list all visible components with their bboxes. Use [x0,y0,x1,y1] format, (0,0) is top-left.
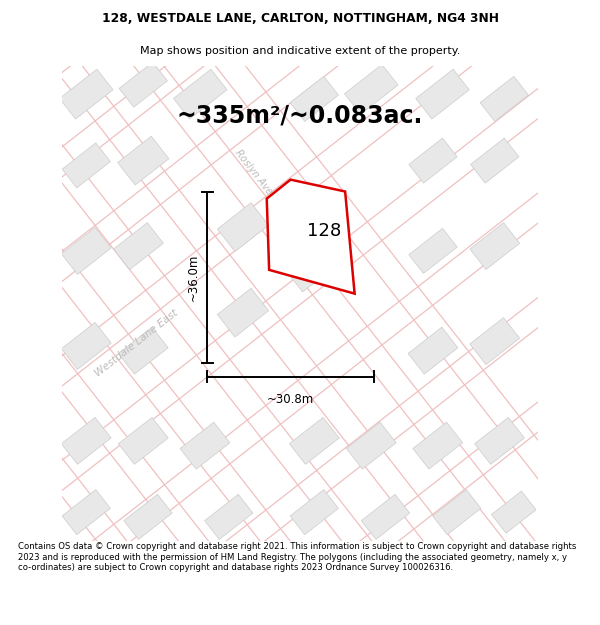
Polygon shape [413,422,463,469]
Polygon shape [118,327,168,374]
Text: ~36.0m: ~36.0m [187,253,200,301]
Polygon shape [470,222,520,269]
Polygon shape [346,422,396,469]
Text: Map shows position and indicative extent of the property.: Map shows position and indicative extent… [140,46,460,56]
Text: Contains OS data © Crown copyright and database right 2021. This information is : Contains OS data © Crown copyright and d… [18,542,577,572]
Text: 128: 128 [307,222,341,241]
Text: ~30.8m: ~30.8m [267,393,314,406]
Polygon shape [61,418,111,464]
Polygon shape [217,202,269,251]
Text: ~335m²/~0.083ac.: ~335m²/~0.083ac. [177,104,423,127]
Polygon shape [470,318,520,364]
Polygon shape [119,62,167,107]
Polygon shape [173,69,227,119]
Polygon shape [491,491,536,533]
Polygon shape [124,494,172,539]
Polygon shape [290,76,338,121]
Polygon shape [470,138,519,183]
Polygon shape [344,64,398,114]
Polygon shape [113,222,163,269]
Polygon shape [62,489,110,534]
Polygon shape [61,322,111,369]
Polygon shape [409,138,457,183]
Text: Westdale Lane East: Westdale Lane East [93,308,179,379]
Polygon shape [286,248,332,292]
Polygon shape [61,228,111,274]
Polygon shape [475,418,524,464]
Polygon shape [267,179,355,294]
Polygon shape [118,418,168,464]
Polygon shape [409,228,457,273]
Polygon shape [289,418,339,464]
Polygon shape [416,69,469,119]
Polygon shape [205,494,253,539]
Polygon shape [408,327,458,374]
Polygon shape [62,143,110,188]
Polygon shape [480,76,529,121]
Polygon shape [290,489,338,534]
Polygon shape [59,69,113,119]
Polygon shape [180,422,230,469]
Text: Roslyn Avenue: Roslyn Avenue [233,148,286,211]
Polygon shape [361,494,410,539]
Text: 128, WESTDALE LANE, CARLTON, NOTTINGHAM, NG4 3NH: 128, WESTDALE LANE, CARLTON, NOTTINGHAM,… [101,12,499,25]
Polygon shape [217,288,269,337]
Polygon shape [433,489,481,534]
Polygon shape [118,136,169,185]
